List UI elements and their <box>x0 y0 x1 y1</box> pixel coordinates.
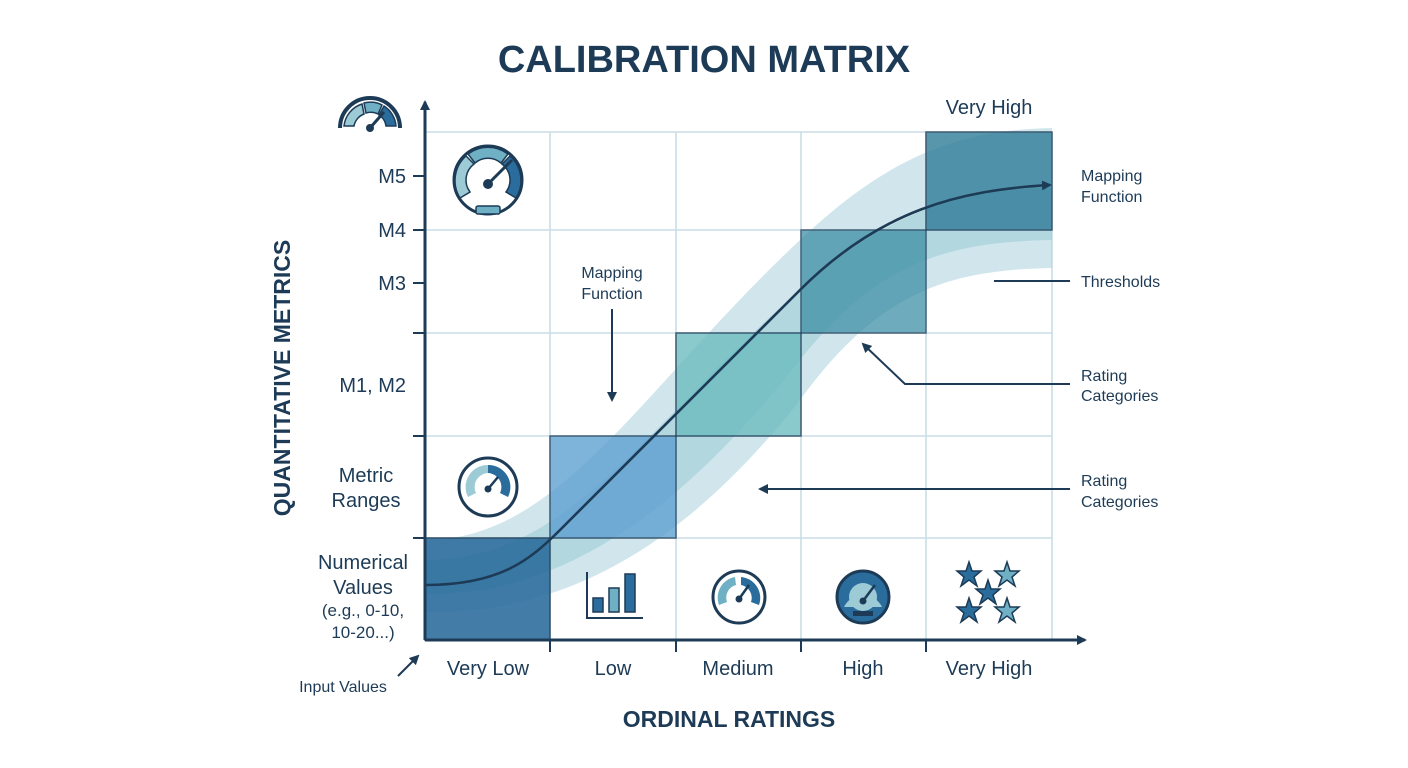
x-ticks <box>549 640 927 652</box>
input-values-arrow <box>397 654 420 677</box>
rating-cell-very-high <box>925 131 1053 231</box>
rating-categories-upper-label: Categories <box>1081 388 1158 405</box>
y-label-m5: M5 <box>378 166 406 188</box>
x-tick-label: High <box>842 658 883 680</box>
x-tick-label: Medium <box>702 658 773 680</box>
mapping-function-curve <box>424 180 1052 587</box>
mapping-function-label: Mapping <box>1081 168 1142 185</box>
gauge-icon <box>711 569 767 625</box>
y-label-m4: M4 <box>378 220 406 242</box>
y-label-metric-ranges: Ranges <box>332 490 401 512</box>
x-axis-title: ORDINAL RATINGS <box>623 706 836 732</box>
x-tick-label: Very Low <box>447 658 530 680</box>
y-label-numerical-values: Numerical <box>318 552 408 574</box>
mapping-function-inner-label: Mapping <box>581 265 642 282</box>
y-axis-title: QUANTITATIVE METRICS <box>269 240 295 516</box>
grid <box>425 131 1053 640</box>
rating-cell-high <box>800 229 927 334</box>
rating-cell-low <box>549 435 677 539</box>
rating-categories-lower-label: Categories <box>1081 494 1158 511</box>
stars-icon <box>954 559 1022 625</box>
rating-cell-very-low <box>424 537 551 641</box>
input-values-label: Input Values <box>299 679 387 696</box>
mapping-function-inner-label: Function <box>581 286 642 303</box>
y-label-metric-ranges: Metric <box>339 465 393 487</box>
mapping-function-label: Function <box>1081 189 1142 206</box>
x-tick-label: Low <box>595 658 632 680</box>
gauge-icon <box>338 96 402 132</box>
rating-categories-upper-arrow <box>861 342 1070 385</box>
x-tick-label: Very High <box>946 658 1033 680</box>
rating-cell-medium <box>675 332 802 437</box>
y-label-m1-m2: M1, M2 <box>339 375 406 397</box>
rating-categories-upper-label: Rating <box>1081 368 1127 385</box>
diagram-title: CALIBRATION MATRIX <box>498 39 911 81</box>
gauge-icon <box>835 569 891 625</box>
y-ticks <box>413 175 425 539</box>
gauge-icon <box>452 144 524 216</box>
y-label-numerical-values: 10-20...) <box>331 623 394 642</box>
y-label-numerical-values: Values <box>333 577 393 599</box>
bar-chart-icon <box>586 572 643 619</box>
rating-categories-lower-label: Rating <box>1081 473 1127 490</box>
top-category-label: Very High <box>946 97 1033 119</box>
gauge-icon <box>457 456 519 518</box>
thresholds-label: Thresholds <box>1081 274 1160 291</box>
y-label-numerical-values: (e.g., 0-10, <box>322 601 404 620</box>
y-label-m3: M3 <box>378 273 406 295</box>
